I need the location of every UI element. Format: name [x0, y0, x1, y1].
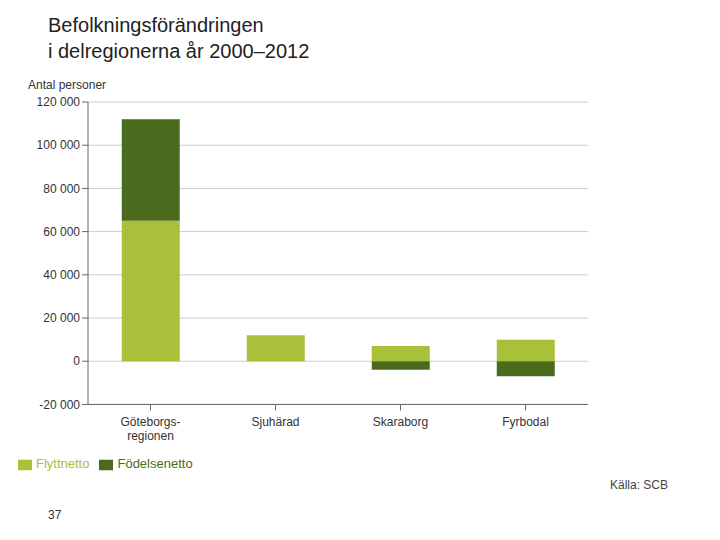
html-text:37: 37	[48, 508, 62, 522]
svg-text:80 000: 80 000	[43, 182, 80, 196]
svg-text:40 000: 40 000	[43, 268, 80, 282]
svg-text:60 000: 60 000	[43, 225, 80, 239]
svg-text:Sjuhärad: Sjuhärad	[251, 415, 299, 429]
svg-text:120 000: 120 000	[37, 95, 81, 109]
html-text:Födelsenetto: Födelsenetto	[117, 456, 193, 472]
svg-text:Göteborgs-regionen: Göteborgs-regionen	[120, 415, 180, 443]
svg-text:0: 0	[73, 354, 80, 368]
html-text:Befolkningsförändringen: Befolkningsförändringen	[48, 14, 264, 36]
html-text:i delregionerna år 2000–2012: i delregionerna år 2000–2012	[48, 40, 310, 62]
svg-text:100 000: 100 000	[37, 138, 81, 152]
html-text:Flyttnetto: Flyttnetto	[36, 456, 90, 472]
svg-text:Fyrbodal: Fyrbodal	[502, 415, 549, 429]
svg-text:-20 000: -20 000	[39, 398, 80, 412]
html-text:Antal personer: Antal personer	[28, 78, 106, 92]
html-text:Källa: SCB: Källa: SCB	[610, 478, 668, 492]
svg-text:Skaraborg: Skaraborg	[373, 415, 428, 429]
svg-text:20 000: 20 000	[43, 311, 80, 325]
